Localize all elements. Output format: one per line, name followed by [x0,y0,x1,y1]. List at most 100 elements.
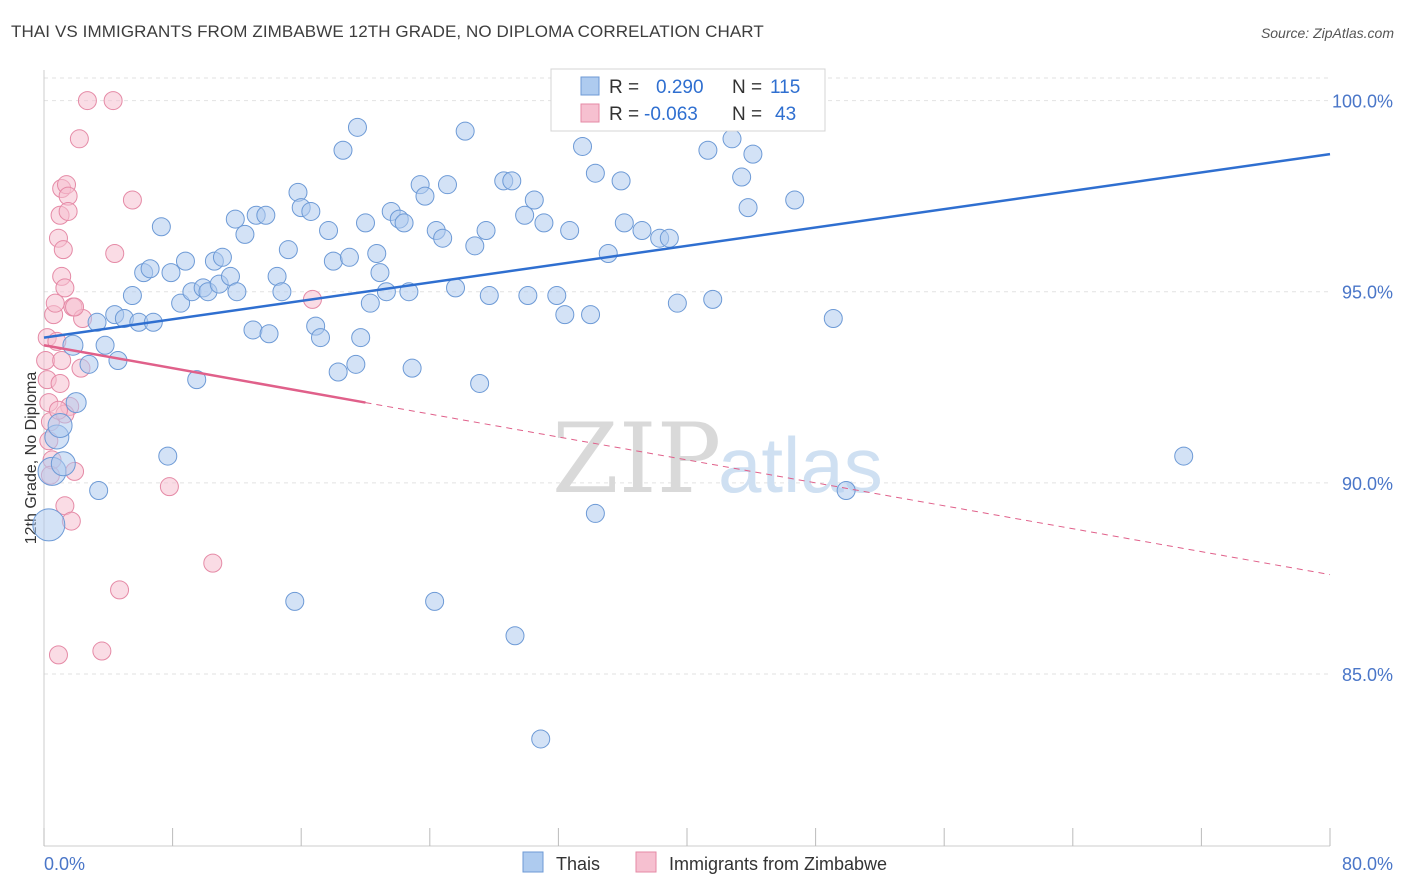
legend: Thais Immigrants from Zimbabwe [522,851,887,874]
thais-point [446,278,466,298]
thais-point [47,413,73,439]
zimbabwe-point [52,351,72,371]
thais-point [310,328,330,348]
zimbabwe-point [45,293,65,313]
thais-point [502,171,522,191]
watermark-atlas: atlas [718,421,883,509]
thais-point [140,259,160,279]
thais-point [370,263,390,283]
stats-zim-r-label: R = [609,104,639,125]
thais-point [50,451,76,477]
thais-point [598,243,618,263]
thais-point [433,228,453,248]
source-note: Source: ZipAtlas.com [1260,25,1394,41]
series-zimbabwe-points [36,91,322,665]
thais-point [518,286,538,306]
thais-point [259,324,279,344]
thais-point [479,286,499,306]
stats-zim-swatch [580,103,600,123]
thais-point [632,221,652,241]
thais-point [437,175,457,195]
y-tick-label: 90.0% [1342,474,1393,494]
thais-point [732,167,752,187]
series-thais-points [32,91,1194,749]
thais-point [455,121,475,141]
zimbabwe-point [48,645,68,665]
zimbabwe-trend-extension [365,402,1331,576]
thais-point [323,251,343,271]
thais-point [823,308,843,328]
thais-point [515,205,535,225]
thais-point [347,117,367,137]
thais-point [333,140,353,160]
thais-point [319,221,339,241]
thais-point [415,186,435,206]
thais-point [585,163,605,183]
watermark-zip: ZIP [552,403,721,515]
thais-point [555,305,575,325]
zimbabwe-point [53,240,73,260]
thais-point [151,217,171,237]
thais-point [89,480,109,500]
thais-point [560,221,580,241]
thais-point [785,190,805,210]
thais-point [175,251,195,271]
stats-thais-r-value: 0.290 [656,77,704,98]
watermark: ZIP atlas [552,403,883,515]
y-tick-labels: 100.0% 95.0% 90.0% 85.0% [1332,92,1393,685]
thais-point [360,293,380,313]
zimbabwe-point [58,201,78,221]
legend-thais-swatch [522,851,544,873]
zimbabwe-point [55,278,75,298]
thais-point [531,729,551,749]
thais-point [65,392,87,414]
legend-zim-label: Immigrants from Zimbabwe [669,854,887,874]
zimbabwe-point [110,580,130,600]
stats-thais-r-label: R = [609,77,639,98]
thais-point [285,591,305,611]
chart-title: THAI VS IMMIGRANTS FROM ZIMBABWE 12TH GR… [11,22,764,41]
trend-lines [43,152,1331,576]
thais-point [95,335,115,355]
thais-point [534,213,554,233]
thais-point [351,328,371,348]
thais-point [367,243,387,263]
stats-zim-n-label: N = [732,104,762,125]
thais-point [235,224,255,244]
thais-point [227,282,247,302]
thais-point [698,140,718,160]
y-tick-label: 100.0% [1332,92,1393,112]
thais-point [722,129,742,149]
legend-thais-label: Thais [556,854,600,874]
thais-point [278,240,298,260]
thais-point [79,354,99,374]
zimbabwe-point [105,243,125,263]
stats-box: R = 0.290 N = 115 R = -0.063 N = 43 [550,68,826,132]
stats-thais-n-label: N = [732,77,762,98]
thais-point [703,289,723,309]
thais-point [476,221,496,241]
thais-point [667,293,687,313]
zimbabwe-point [69,129,89,149]
thais-point [614,213,634,233]
x-tick-label-max: 80.0% [1342,854,1393,874]
thais-point [376,282,396,302]
x-tick-marks [43,828,1331,846]
thais-point [346,354,366,374]
thais-point [547,286,567,306]
thais-point [524,190,544,210]
zimbabwe-point [203,553,223,573]
thais-point [573,136,593,156]
zimbabwe-point [36,351,56,371]
thais-trend-line [43,152,1331,339]
y-tick-label: 95.0% [1342,283,1393,303]
thais-point [1174,446,1194,466]
zimbabwe-point [103,91,123,111]
thais-point [581,305,601,325]
thais-point [356,213,375,233]
zimbabwe-point [122,190,142,210]
thais-point [470,373,490,393]
thais-point [611,171,631,191]
thais-point [158,446,178,466]
